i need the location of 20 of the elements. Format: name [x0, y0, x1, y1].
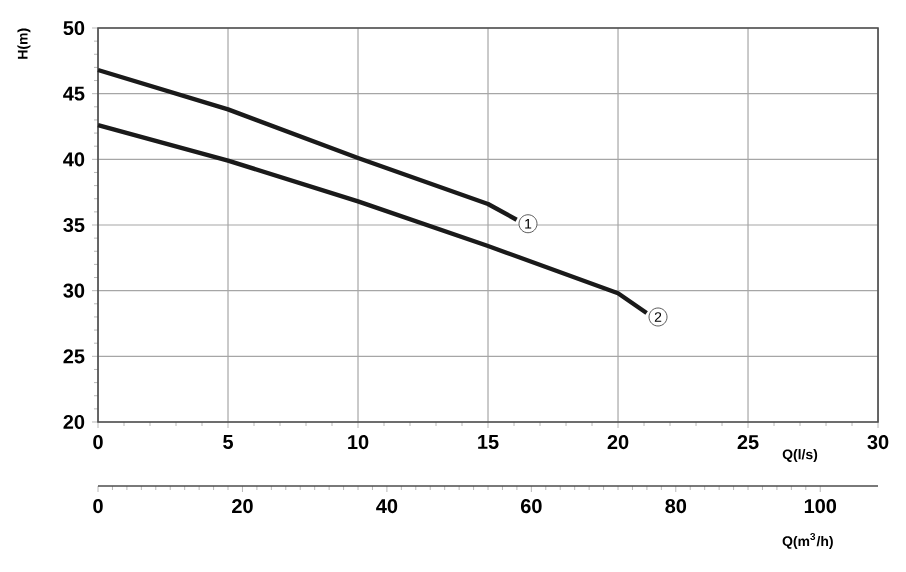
x-tick-label: 20	[607, 435, 629, 450]
x2-tick-label: 20	[232, 499, 253, 514]
x-tick-label: 30	[867, 435, 889, 450]
y-tick-label: 40	[63, 152, 85, 167]
y-tick-label: 35	[63, 217, 85, 233]
x-tick-label: 10	[348, 435, 369, 450]
x2-tick-label: 80	[665, 499, 687, 514]
y-tick-label: 25	[63, 349, 85, 364]
x2-tick-label: 100	[804, 499, 837, 514]
y-tick-label: 30	[63, 283, 85, 298]
x2-tick-label: 0	[93, 499, 103, 514]
x-tick-label: 25	[737, 435, 759, 450]
x-tick-label: 15	[478, 435, 499, 449]
y-tick-label: 20	[63, 414, 85, 430]
y-tick-label: 45	[63, 86, 85, 101]
x2-tick-label: 40	[376, 499, 398, 514]
y-tick-label: 50	[63, 20, 85, 36]
x-tick-label: 5	[223, 435, 233, 449]
x2-tick-label: 60	[520, 499, 542, 514]
x-tick-label: 0	[93, 435, 103, 450]
